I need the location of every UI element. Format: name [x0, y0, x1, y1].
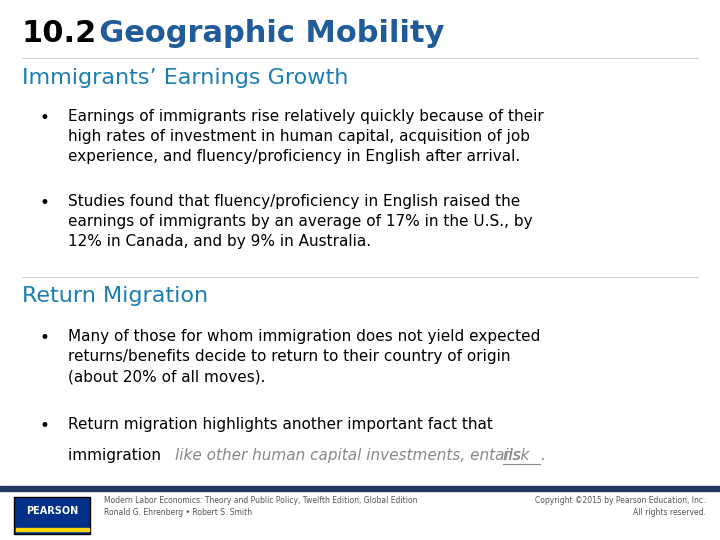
Text: Many of those for whom immigration does not yield expected
returns/benefits deci: Many of those for whom immigration does … [68, 329, 541, 384]
Text: Copyright ©2015 by Pearson Education, Inc.: Copyright ©2015 by Pearson Education, In… [535, 496, 706, 505]
Text: Studies found that fluency/proficiency in English raised the
earnings of immigra: Studies found that fluency/proficiency i… [68, 194, 533, 249]
Text: Return migration highlights another important fact that: Return migration highlights another impo… [68, 417, 493, 432]
Text: •: • [40, 329, 50, 347]
Text: Immigrants’ Earnings Growth: Immigrants’ Earnings Growth [22, 68, 348, 87]
Text: risk: risk [503, 448, 530, 463]
Text: Ronald G. Ehrenberg • Robert S. Smith: Ronald G. Ehrenberg • Robert S. Smith [104, 508, 253, 517]
Text: •: • [40, 109, 50, 127]
Text: Geographic Mobility: Geographic Mobility [78, 19, 444, 48]
Text: Modern Labor Economics: Theory and Public Policy, Twelfth Edition, Global Editio: Modern Labor Economics: Theory and Publi… [104, 496, 418, 505]
Bar [16, 528, 89, 531]
FancyBboxPatch shape [14, 497, 90, 534]
Text: All rights reserved.: All rights reserved. [633, 508, 706, 517]
Text: immigration: immigration [68, 448, 166, 463]
Text: Earnings of immigrants rise relatively quickly because of their
high rates of in: Earnings of immigrants rise relatively q… [68, 109, 544, 164]
Text: Return Migration: Return Migration [22, 286, 208, 306]
Text: •: • [40, 417, 50, 435]
Bar [0, 486, 720, 491]
Text: •: • [40, 194, 50, 212]
Text: .: . [540, 448, 545, 463]
Text: like other human capital investments, entails: like other human capital investments, en… [175, 448, 526, 463]
Text: 10.2: 10.2 [22, 19, 97, 48]
Text: PEARSON: PEARSON [26, 506, 78, 516]
